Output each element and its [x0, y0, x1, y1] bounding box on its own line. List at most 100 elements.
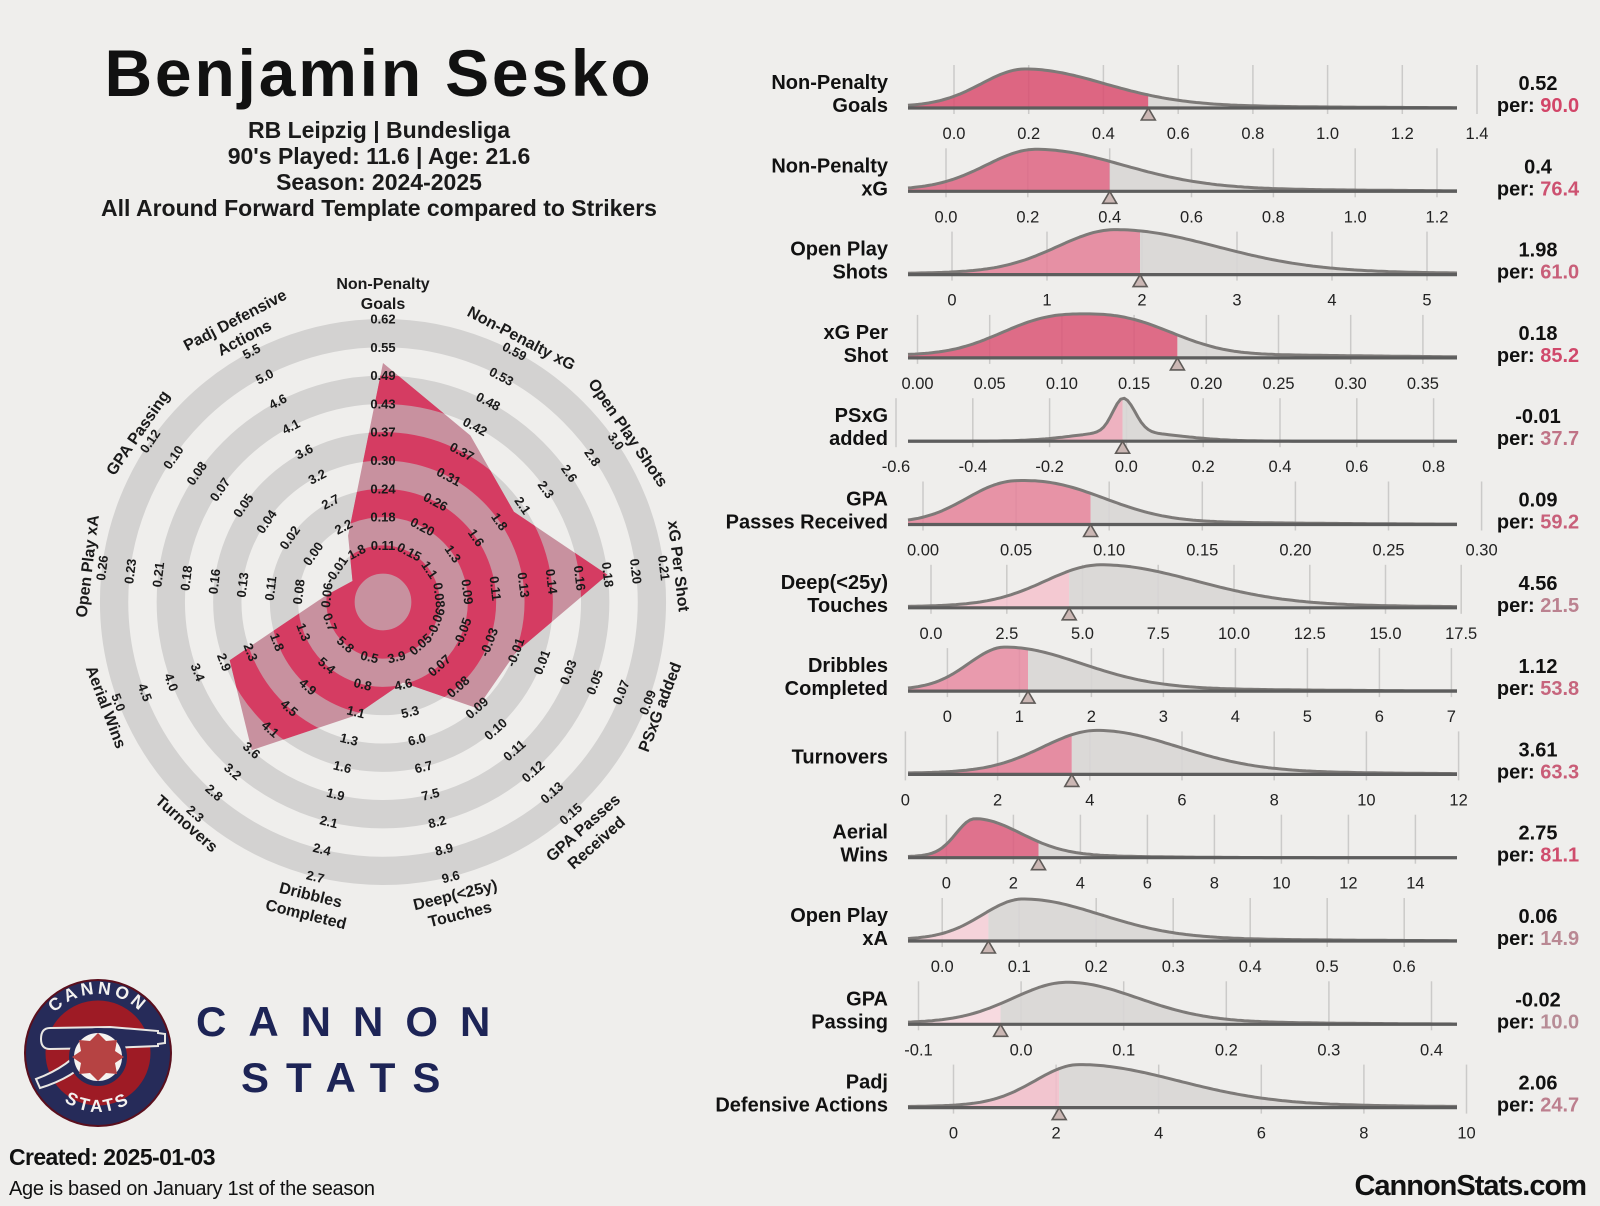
svg-text:0.6: 0.6: [1345, 458, 1368, 476]
svg-text:12.5: 12.5: [1294, 625, 1326, 643]
svg-text:Created: 2025-01-03: Created: 2025-01-03: [9, 1144, 215, 1170]
svg-text:0.11: 0.11: [371, 538, 396, 553]
svg-text:1.8: 1.8: [267, 631, 287, 653]
svg-text:xG Per: xG Per: [824, 322, 889, 344]
svg-text:4.6: 4.6: [266, 391, 289, 413]
svg-text:7.5: 7.5: [1147, 625, 1170, 643]
svg-text:0.8: 0.8: [1262, 208, 1285, 226]
svg-text:2: 2: [1052, 1125, 1061, 1143]
svg-text:0.30: 0.30: [1466, 542, 1498, 560]
svg-text:0.43: 0.43: [370, 396, 395, 411]
svg-text:0.00: 0.00: [901, 375, 933, 393]
svg-text:0.21: 0.21: [149, 561, 167, 588]
svg-text:Goals: Goals: [832, 95, 888, 117]
svg-text:0.1: 0.1: [1008, 958, 1031, 976]
svg-text:RB Leipzig | Bundesliga: RB Leipzig | Bundesliga: [248, 117, 510, 143]
svg-text:0.5: 0.5: [1316, 958, 1339, 976]
svg-text:10.0: 10.0: [1218, 625, 1250, 643]
svg-text:6: 6: [1177, 791, 1186, 809]
svg-text:per: 14.9: per: 14.9: [1497, 928, 1579, 950]
svg-text:1.3: 1.3: [293, 621, 313, 643]
svg-text:4.5: 4.5: [135, 681, 155, 703]
svg-text:8: 8: [1359, 1125, 1368, 1143]
svg-text:All Around Forward Template co: All Around Forward Template compared to …: [101, 195, 657, 221]
svg-text:6: 6: [1143, 875, 1152, 893]
svg-text:0.20: 0.20: [627, 558, 645, 585]
svg-text:per: 37.7: per: 37.7: [1497, 428, 1579, 450]
svg-text:4: 4: [1231, 708, 1240, 726]
svg-text:0.0: 0.0: [1115, 458, 1138, 476]
svg-text:0.16: 0.16: [205, 568, 223, 595]
svg-text:0.35: 0.35: [1407, 375, 1439, 393]
svg-text:Aerial: Aerial: [832, 822, 888, 844]
svg-text:Age is based on January 1st of: Age is based on January 1st of the seaso…: [9, 1178, 375, 1200]
svg-text:0.05: 0.05: [1000, 542, 1032, 560]
svg-text:0.0: 0.0: [1010, 1041, 1033, 1059]
svg-text:5: 5: [1303, 708, 1312, 726]
svg-text:0.23: 0.23: [121, 558, 139, 585]
svg-text:Season: 2024-2025: Season: 2024-2025: [276, 169, 482, 195]
svg-text:Touches: Touches: [807, 595, 888, 617]
svg-text:8.9: 8.9: [433, 840, 454, 859]
svg-text:0.18: 0.18: [370, 510, 395, 525]
svg-text:0.4: 0.4: [1098, 208, 1121, 226]
svg-text:12: 12: [1339, 875, 1357, 893]
svg-text:CannonStats.com: CannonStats.com: [1354, 1170, 1586, 1202]
svg-text:0.6: 0.6: [1180, 208, 1203, 226]
svg-text:Wins: Wins: [840, 845, 888, 867]
svg-text:xG: xG: [861, 178, 888, 200]
svg-text:STATS: STATS: [241, 1054, 457, 1101]
svg-text:4: 4: [1327, 292, 1336, 310]
svg-text:0.00: 0.00: [907, 542, 939, 560]
svg-text:4: 4: [1154, 1125, 1163, 1143]
svg-text:3.61: 3.61: [1519, 739, 1558, 761]
svg-text:Non-Penalty: Non-Penalty: [771, 72, 889, 94]
svg-text:1.98: 1.98: [1519, 240, 1558, 262]
svg-text:per: 61.0: per: 61.0: [1497, 262, 1579, 284]
svg-text:0.26: 0.26: [93, 554, 111, 581]
svg-text:Padj: Padj: [846, 1072, 888, 1094]
svg-text:0.4: 0.4: [1092, 125, 1115, 143]
svg-text:Shots: Shots: [832, 262, 888, 284]
svg-text:0.25: 0.25: [1262, 375, 1294, 393]
svg-text:0.25: 0.25: [1372, 542, 1404, 560]
svg-text:90's Played: 11.6 | Age: 21.6: 90's Played: 11.6 | Age: 21.6: [228, 143, 531, 169]
svg-text:6.7: 6.7: [413, 757, 434, 776]
svg-text:1.2: 1.2: [1426, 208, 1449, 226]
svg-text:15.0: 15.0: [1369, 625, 1401, 643]
svg-text:GPA: GPA: [846, 988, 888, 1010]
svg-text:0.4: 0.4: [1239, 958, 1262, 976]
svg-text:0.0: 0.0: [935, 208, 958, 226]
svg-text:-0.2: -0.2: [1035, 458, 1063, 476]
svg-text:1.3: 1.3: [339, 730, 360, 749]
svg-text:-0.1: -0.1: [904, 1041, 932, 1059]
svg-text:0.49: 0.49: [370, 368, 395, 383]
svg-text:per: 59.2: per: 59.2: [1497, 512, 1579, 534]
svg-text:6.0: 6.0: [406, 730, 427, 749]
svg-text:1.1: 1.1: [345, 702, 366, 721]
svg-text:1.8: 1.8: [345, 541, 368, 563]
svg-text:0.11: 0.11: [486, 575, 504, 601]
svg-text:4: 4: [1076, 875, 1085, 893]
svg-text:Shot: Shot: [844, 345, 889, 367]
svg-text:8.2: 8.2: [427, 812, 448, 831]
svg-text:0: 0: [949, 1125, 958, 1143]
svg-text:0.37: 0.37: [370, 425, 395, 440]
svg-text:0.15: 0.15: [1186, 542, 1218, 560]
svg-text:4: 4: [1085, 791, 1094, 809]
svg-text:1.9: 1.9: [325, 785, 346, 804]
svg-text:14: 14: [1406, 875, 1424, 893]
svg-text:0.8: 0.8: [352, 675, 373, 694]
svg-text:per: 85.2: per: 85.2: [1497, 345, 1579, 367]
svg-text:1: 1: [1015, 708, 1024, 726]
svg-text:2.7: 2.7: [305, 867, 326, 886]
svg-text:per: 24.7: per: 24.7: [1497, 1095, 1579, 1117]
svg-text:2.1: 2.1: [318, 812, 339, 831]
svg-text:0.7: 0.7: [320, 611, 340, 633]
svg-text:0.05: 0.05: [974, 375, 1006, 393]
svg-text:Defensive Actions: Defensive Actions: [715, 1095, 888, 1117]
svg-text:1.2: 1.2: [1391, 125, 1414, 143]
svg-text:0.4: 0.4: [1420, 1041, 1443, 1059]
svg-text:0.11: 0.11: [262, 575, 280, 601]
